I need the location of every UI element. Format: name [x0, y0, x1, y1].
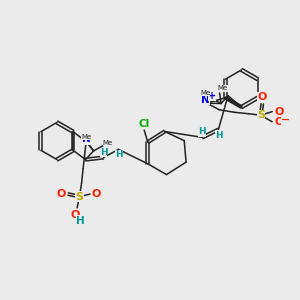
Text: Me: Me	[218, 85, 228, 91]
Text: +: +	[208, 91, 216, 101]
Text: Cl: Cl	[139, 119, 150, 129]
Text: H: H	[115, 150, 123, 159]
Text: H: H	[100, 148, 107, 157]
Text: Me: Me	[81, 134, 92, 140]
Text: H: H	[198, 128, 206, 136]
Text: O: O	[92, 189, 101, 199]
Text: Me: Me	[103, 140, 113, 146]
Text: S: S	[76, 191, 83, 202]
Text: H: H	[215, 130, 223, 140]
Text: Me: Me	[200, 90, 210, 96]
Text: N: N	[82, 134, 91, 145]
Text: O: O	[274, 117, 283, 127]
Text: −: −	[281, 115, 290, 125]
Text: O: O	[57, 189, 66, 199]
Text: H: H	[76, 215, 85, 226]
Text: O: O	[71, 210, 80, 220]
Text: O: O	[258, 92, 267, 102]
Text: O: O	[274, 106, 283, 117]
Text: N: N	[201, 95, 210, 105]
Text: S: S	[257, 110, 265, 120]
